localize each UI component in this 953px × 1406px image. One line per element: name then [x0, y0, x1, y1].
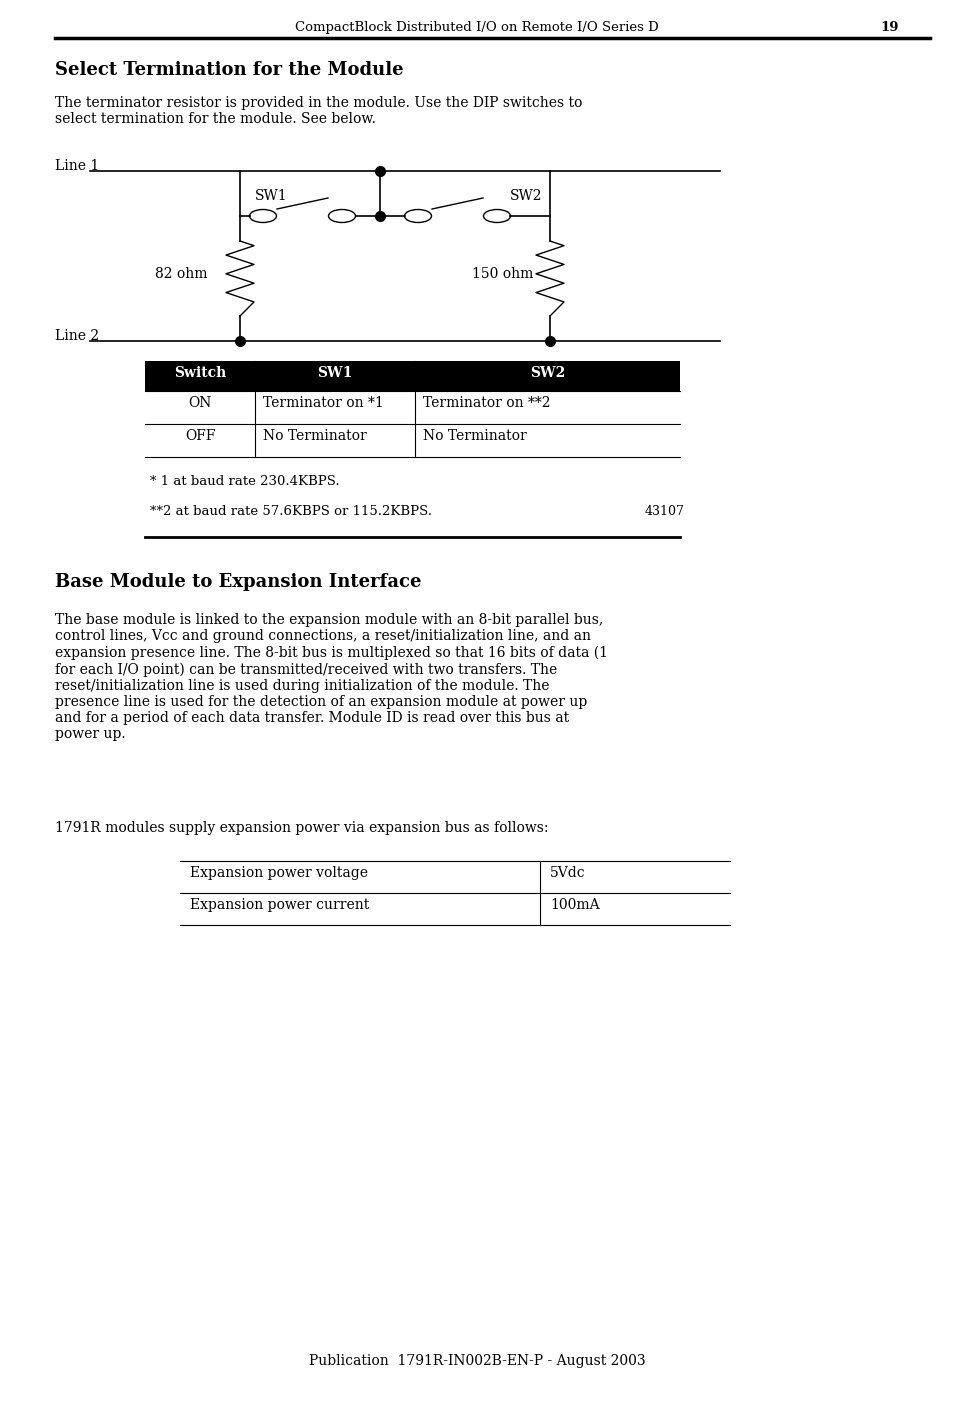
- Text: OFF: OFF: [185, 429, 215, 443]
- Text: 19: 19: [879, 21, 898, 34]
- Text: 1791R modules supply expansion power via expansion bus as follows:: 1791R modules supply expansion power via…: [55, 821, 548, 835]
- Text: Expansion power voltage: Expansion power voltage: [190, 866, 368, 880]
- Text: ON: ON: [188, 396, 212, 411]
- Text: 100mA: 100mA: [550, 898, 599, 912]
- Text: 43107: 43107: [644, 505, 684, 517]
- Text: Base Module to Expansion Interface: Base Module to Expansion Interface: [55, 574, 421, 591]
- Bar: [145, 361, 679, 391]
- Text: Line 1: Line 1: [55, 159, 99, 173]
- Text: Select Termination for the Module: Select Termination for the Module: [55, 60, 403, 79]
- Text: Switch: Switch: [173, 366, 226, 380]
- Text: Line 2: Line 2: [55, 329, 99, 343]
- Text: The terminator resistor is provided in the module. Use the DIP switches to
selec: The terminator resistor is provided in t…: [55, 96, 581, 127]
- Text: 5Vdc: 5Vdc: [550, 866, 585, 880]
- Text: 82 ohm: 82 ohm: [154, 267, 208, 281]
- Text: 150 ohm: 150 ohm: [472, 267, 533, 281]
- Text: No Terminator: No Terminator: [422, 429, 526, 443]
- Text: SW2: SW2: [529, 366, 564, 380]
- Text: * 1 at baud rate 230.4KBPS.: * 1 at baud rate 230.4KBPS.: [150, 475, 339, 488]
- Text: **2 at baud rate 57.6KBPS or 115.2KBPS.: **2 at baud rate 57.6KBPS or 115.2KBPS.: [150, 505, 432, 517]
- Text: Expansion power current: Expansion power current: [190, 898, 369, 912]
- Text: Terminator on *1: Terminator on *1: [263, 396, 383, 411]
- Text: No Terminator: No Terminator: [263, 429, 366, 443]
- Text: Publication  1791R-IN002B-EN-P - August 2003: Publication 1791R-IN002B-EN-P - August 2…: [309, 1354, 644, 1368]
- Text: SW2: SW2: [510, 188, 542, 202]
- Text: SW1: SW1: [317, 366, 353, 380]
- Text: Terminator on **2: Terminator on **2: [422, 396, 550, 411]
- Text: CompactBlock Distributed I/O on Remote I/O Series D: CompactBlock Distributed I/O on Remote I…: [294, 21, 659, 34]
- Text: SW1: SW1: [254, 188, 287, 202]
- Text: The base module is linked to the expansion module with an 8-bit parallel bus,
co: The base module is linked to the expansi…: [55, 613, 607, 741]
